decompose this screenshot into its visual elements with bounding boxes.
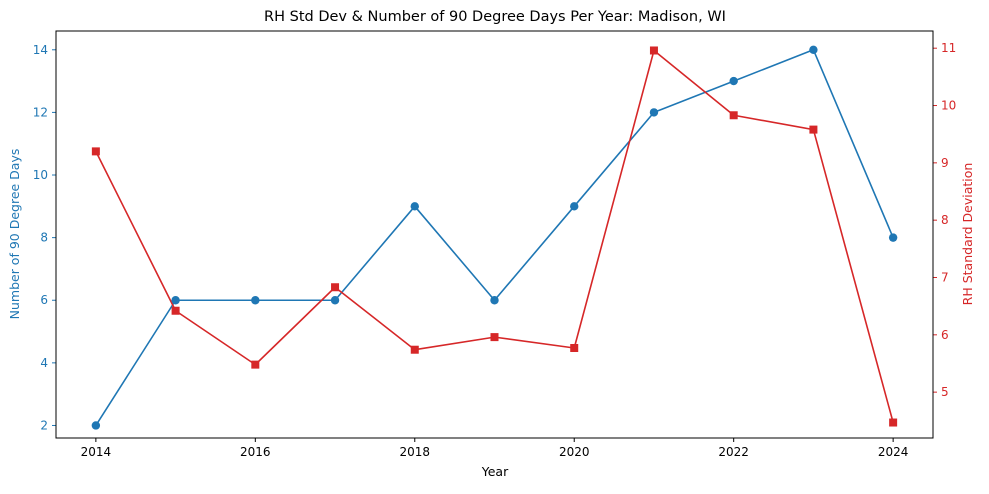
data-point-square xyxy=(251,360,260,369)
left-y-tick-label: 2 xyxy=(40,418,48,432)
x-axis-label: Year xyxy=(481,464,509,479)
left-y-tick-label: 4 xyxy=(40,356,48,370)
axis-ticks: 2014 2016 2018 2020 2022 2024 2 4 6 8 10 12 14 5 6 7 8 9 1… xyxy=(33,41,957,459)
plot-area-frame xyxy=(55,30,934,439)
data-point-square xyxy=(570,344,579,353)
data-point-square xyxy=(490,333,499,342)
left-y-tick-label: 14 xyxy=(33,43,48,57)
right-y-tick-label: 11 xyxy=(941,41,956,55)
data-point-circle xyxy=(410,202,419,211)
data-point-circle xyxy=(171,296,180,305)
right-y-tick-label: 6 xyxy=(941,328,949,342)
data-point-square xyxy=(331,283,340,292)
data-point-circle xyxy=(330,296,340,305)
x-tick-label: 2020 xyxy=(559,445,590,459)
x-tick-label: 2016 xyxy=(240,445,271,459)
right-y-tick-label: 8 xyxy=(941,213,949,227)
right-y-tick-label: 9 xyxy=(941,156,949,170)
data-point-square xyxy=(649,46,658,55)
data-point-square xyxy=(171,306,180,315)
data-point-square xyxy=(91,147,100,156)
data-point-circle xyxy=(251,296,260,305)
data-point-square xyxy=(729,111,738,120)
x-tick-label: 2014 xyxy=(81,445,112,459)
data-point-circle xyxy=(649,108,659,117)
right-y-tick-label: 10 xyxy=(941,99,956,113)
data-point-circle xyxy=(570,202,579,211)
series-markers xyxy=(91,45,898,430)
right-y-tick-label: 5 xyxy=(941,385,949,399)
x-tick-label: 2018 xyxy=(399,445,430,459)
left-y-tick-label: 8 xyxy=(40,231,48,245)
data-point-circle xyxy=(490,296,499,305)
left-y-tick-label: 10 xyxy=(33,168,48,182)
data-point-circle xyxy=(729,76,738,86)
right-y-tick-label: 7 xyxy=(941,270,949,284)
data-point-square xyxy=(410,345,419,354)
data-point-circle xyxy=(888,233,898,242)
x-tick-label: 2024 xyxy=(878,445,909,459)
x-tick-label: 2022 xyxy=(718,445,749,459)
right-y-axis-label: RH Standard Deviation xyxy=(960,163,975,306)
chart-title: RH Std Dev & Number of 90 Degree Days Pe… xyxy=(264,9,726,25)
data-point-circle xyxy=(91,421,101,430)
left-y-axis-label: Number of 90 Degree Days xyxy=(7,149,22,320)
data-point-square xyxy=(889,418,898,427)
left-y-tick-label: 12 xyxy=(33,105,48,119)
data-point-square xyxy=(809,125,818,134)
left-y-tick-label: 6 xyxy=(40,293,48,307)
data-point-circle xyxy=(809,45,818,54)
